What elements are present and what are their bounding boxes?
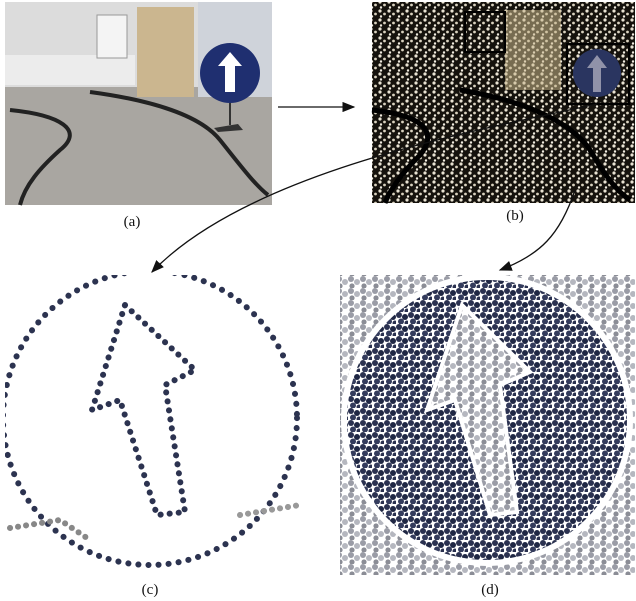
photo-d [340,275,635,575]
caption: (b) [506,208,524,224]
arrow [151,103,598,273]
caption: (d) [481,582,499,598]
caption: (c) [142,582,159,598]
arrow [498,189,576,271]
photo-c [5,275,300,575]
photo-b [371,2,635,204]
caption: (a) [124,214,141,230]
photo-a [5,2,272,206]
